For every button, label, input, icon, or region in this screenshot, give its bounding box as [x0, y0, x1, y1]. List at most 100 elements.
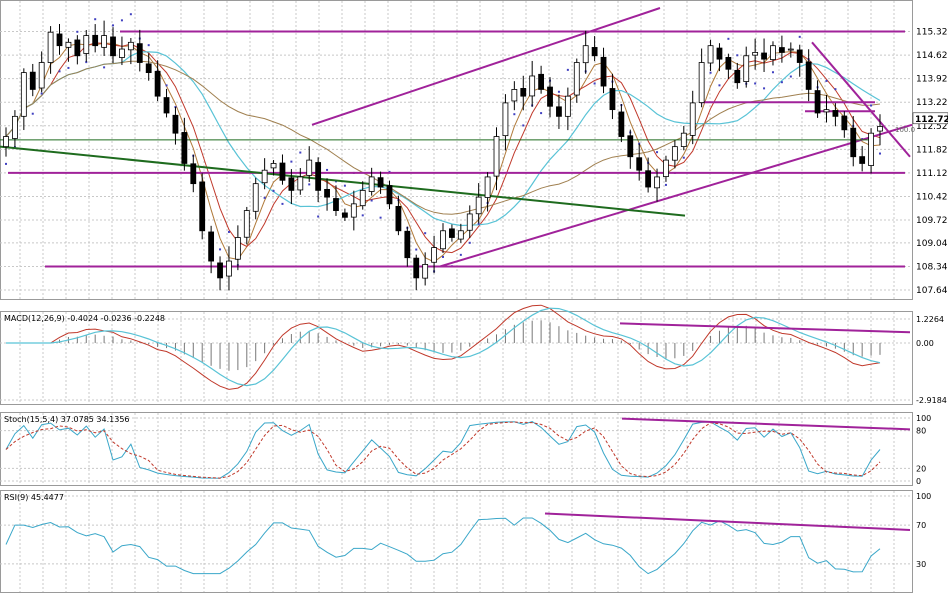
candle-body	[163, 97, 170, 114]
candle-body	[475, 196, 482, 215]
level-label: 100.0	[895, 126, 915, 134]
macd-tick-label: 0.00	[916, 339, 934, 348]
y-tick-label: 113.920	[916, 75, 948, 85]
candle	[582, 30, 589, 74]
candle-body	[261, 169, 268, 184]
candle	[413, 254, 420, 291]
last-price-box	[912, 112, 948, 125]
y-tick-label: 112.520	[916, 122, 948, 132]
sar-dot	[263, 196, 266, 199]
candle-body	[627, 135, 634, 158]
sar-dot	[593, 82, 596, 85]
candle	[770, 41, 776, 66]
candle	[47, 26, 54, 74]
sar-dot	[129, 13, 132, 16]
trend-line	[439, 123, 913, 268]
candle	[422, 252, 429, 286]
stoch-title: Stoch(15,5,4) 37.0785 34.1356	[4, 415, 130, 424]
candle	[645, 157, 652, 193]
candle-body	[609, 88, 616, 111]
sar-dot	[879, 152, 881, 155]
candle	[868, 128, 874, 174]
candle	[279, 154, 286, 185]
candle	[671, 140, 678, 169]
candle-body	[707, 45, 714, 64]
stoch-tick-label: 0	[916, 477, 921, 486]
candle-body	[56, 33, 63, 47]
candle	[172, 107, 179, 145]
candle	[92, 24, 99, 53]
candle	[208, 225, 215, 274]
candle	[234, 225, 241, 271]
candle-body	[832, 110, 839, 117]
candle-body	[502, 102, 509, 137]
candle	[145, 53, 152, 81]
sar-dot	[566, 68, 569, 71]
candle-body	[413, 257, 420, 279]
stoch-d-line	[5, 421, 881, 479]
candle	[136, 29, 143, 72]
candle	[449, 224, 455, 242]
rsi-tick-label: 30	[916, 560, 926, 569]
candle-body	[787, 48, 794, 51]
ma-long-line	[5, 60, 881, 215]
candle	[297, 168, 304, 195]
candle-body	[422, 264, 429, 279]
sar-dot	[825, 79, 828, 82]
candle	[226, 246, 232, 291]
candle	[484, 172, 491, 212]
candle	[252, 177, 259, 220]
candle	[493, 127, 500, 191]
candle-body	[208, 231, 215, 262]
candle	[618, 104, 625, 143]
candle	[609, 73, 616, 120]
candle	[850, 116, 857, 167]
candle-body	[172, 114, 179, 134]
sar-dot	[763, 87, 766, 90]
candle	[341, 208, 348, 221]
ma-slow-line	[5, 51, 881, 227]
candle-body	[288, 177, 295, 191]
candle-body	[74, 39, 81, 57]
candle-body	[814, 90, 821, 114]
candle-body	[181, 132, 188, 164]
candle	[368, 167, 375, 196]
candle-body	[778, 47, 785, 53]
candle	[654, 168, 660, 202]
candle-body	[20, 72, 27, 117]
candle-body	[270, 163, 277, 169]
candle	[440, 223, 446, 254]
sar-dot	[682, 156, 685, 159]
sar-dot	[147, 44, 150, 47]
candle-body	[511, 89, 518, 102]
sar-dot	[754, 82, 757, 85]
candle-body	[333, 198, 339, 211]
candle	[627, 129, 634, 169]
candle	[680, 125, 687, 151]
candle-body	[573, 62, 580, 96]
y-tick-label: 108.340	[916, 262, 948, 272]
trend-line	[0, 145, 686, 217]
sar-dot	[326, 168, 329, 171]
candle	[350, 190, 357, 231]
y-tick-label: 115.320	[916, 28, 948, 38]
sar-dot	[513, 113, 516, 116]
candle	[734, 62, 741, 89]
y-tick-label: 111.120	[916, 169, 948, 179]
candle	[743, 46, 750, 88]
sar-dot	[103, 66, 106, 69]
candle	[591, 36, 598, 62]
candle-body	[743, 55, 750, 82]
sar-dot	[227, 230, 230, 233]
candle	[698, 48, 705, 108]
candle-body	[12, 115, 18, 139]
candle-body	[493, 136, 500, 177]
candle-body	[582, 45, 589, 64]
sar-dot	[281, 202, 284, 205]
candle-body	[243, 210, 250, 238]
candle	[814, 80, 821, 118]
trend-line	[311, 7, 661, 126]
sar-dot	[317, 215, 320, 218]
panel-border	[0, 0, 913, 300]
